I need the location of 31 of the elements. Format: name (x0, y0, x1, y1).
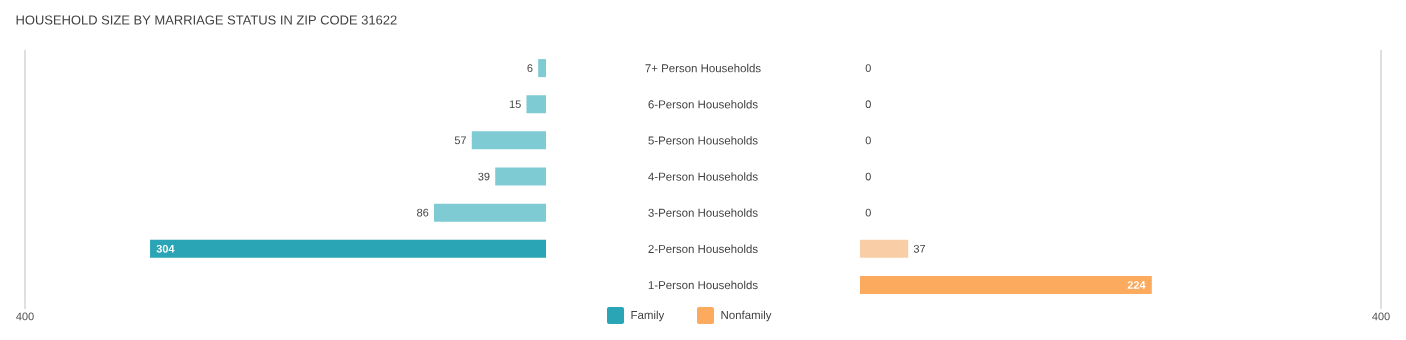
data-label: 39 (478, 172, 490, 181)
y-tick-label: 5-Person Households (648, 136, 758, 145)
legend-label: Nonfamily (721, 310, 772, 322)
chart-title: HOUSEHOLD SIZE BY MARRIAGE STATUS IN ZIP CODE 31622 (16, 15, 397, 25)
data-label: 15 (509, 100, 521, 109)
y-tick-label: 2-Person Households (648, 244, 758, 253)
y-tick-label: 4-Person Households (648, 172, 758, 181)
legend-label: Family (631, 310, 665, 322)
bar (471, 131, 547, 150)
data-label: 0 (865, 100, 871, 109)
y-tick-label: 1-Person Households (648, 280, 758, 290)
data-label: 6 (527, 64, 533, 72)
data-label: 0 (865, 136, 871, 145)
data-label: 57 (454, 136, 467, 145)
y-tick-label: 6-Person Households (648, 100, 758, 109)
data-label: 0 (865, 172, 871, 181)
data-label: 86 (417, 208, 429, 217)
bar (495, 167, 547, 186)
x-tick-label: 400 (16, 312, 34, 321)
x-tick-label: 400 (1372, 312, 1390, 321)
data-label: 37 (913, 244, 926, 253)
data-label: 0 (865, 64, 871, 72)
data-label: 224 (1127, 281, 1146, 289)
bar (433, 203, 547, 222)
y-tick-label: 7+ Person Households (645, 63, 761, 73)
data-label: 304 (156, 244, 175, 253)
data-label: 0 (865, 208, 871, 217)
bar (538, 59, 547, 78)
bar (526, 95, 547, 114)
y-tick-label: 3-Person Households (648, 208, 758, 217)
bar (150, 239, 547, 258)
